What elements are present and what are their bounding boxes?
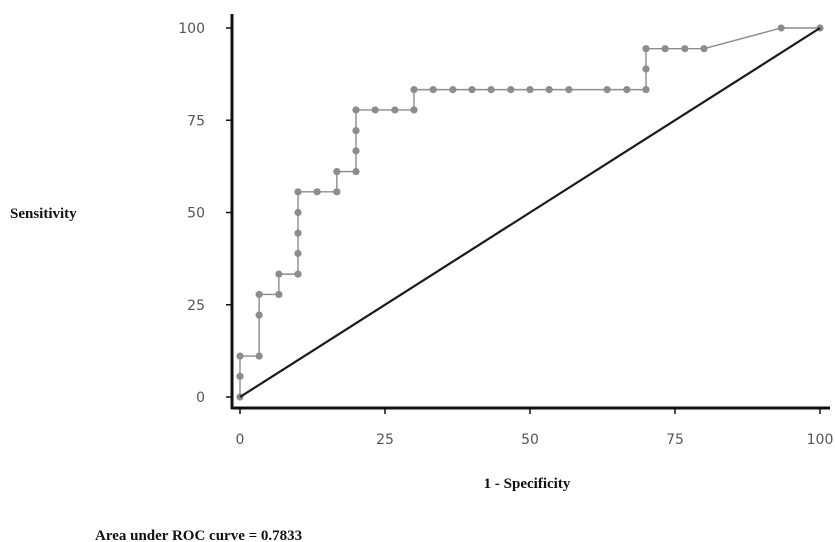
roc-data-point [507, 86, 515, 94]
roc-data-point [255, 352, 263, 360]
y-tick-label: 0 [196, 390, 205, 406]
roc-data-point [487, 86, 495, 94]
x-axis-title: 1 - Specificity [484, 476, 571, 492]
y-tick-label: 50 [187, 206, 205, 222]
roc-data-point [333, 188, 341, 196]
roc-data-point [294, 270, 302, 278]
roc-data-point [352, 167, 360, 176]
roc-data-point [391, 106, 399, 114]
x-tick-label: 75 [666, 432, 684, 448]
x-tick-label: 0 [236, 432, 245, 448]
auc-annotation: Area under ROC curve = 0.7833 [95, 528, 302, 542]
roc-data-point [352, 147, 360, 155]
roc-data-point [313, 188, 321, 196]
roc-data-point [410, 106, 418, 114]
roc-data-point [642, 65, 650, 73]
roc-data-point [236, 372, 244, 380]
roc-data-point [526, 86, 534, 94]
roc-data-point [603, 86, 611, 94]
y-axis-title: Sensitivity [10, 206, 77, 222]
roc-data-point [236, 352, 244, 360]
roc-data-point [255, 290, 263, 299]
roc-data-point [681, 45, 689, 53]
roc-data-point [294, 188, 302, 196]
roc-data-point [565, 86, 573, 94]
reference-diagonal-line [239, 27, 821, 398]
roc-data-point [294, 208, 302, 217]
roc-data-point [333, 167, 341, 176]
roc-data-point [255, 311, 263, 319]
x-tick-label: 100 [807, 432, 834, 448]
roc-data-point [449, 86, 457, 94]
roc-data-point [468, 86, 476, 94]
roc-data-point [275, 290, 283, 299]
roc-data-point [352, 126, 360, 135]
roc-data-point [661, 45, 669, 53]
roc-data-point [294, 229, 302, 237]
roc-data-point [545, 86, 553, 94]
roc-data-point [410, 86, 418, 94]
x-tick-label: 50 [521, 432, 539, 448]
roc-data-point [642, 45, 650, 53]
x-tick-label: 25 [376, 432, 394, 448]
roc-data-point [700, 45, 708, 53]
roc-data-point [623, 86, 631, 94]
roc-data-point [352, 106, 360, 114]
roc-data-point [429, 86, 437, 94]
roc-data-point [371, 106, 379, 114]
y-tick-label: 100 [178, 21, 205, 37]
y-tick-label: 25 [187, 298, 205, 314]
roc-data-point [777, 24, 785, 32]
axis-ticks: 0 25 50 75 100 0 25 50 75 100 [178, 21, 833, 448]
roc-data-point [642, 86, 650, 94]
y-tick-label: 75 [187, 113, 205, 129]
plot-area [230, 14, 830, 410]
roc-data-point [294, 249, 302, 258]
roc-data-point [275, 270, 283, 278]
